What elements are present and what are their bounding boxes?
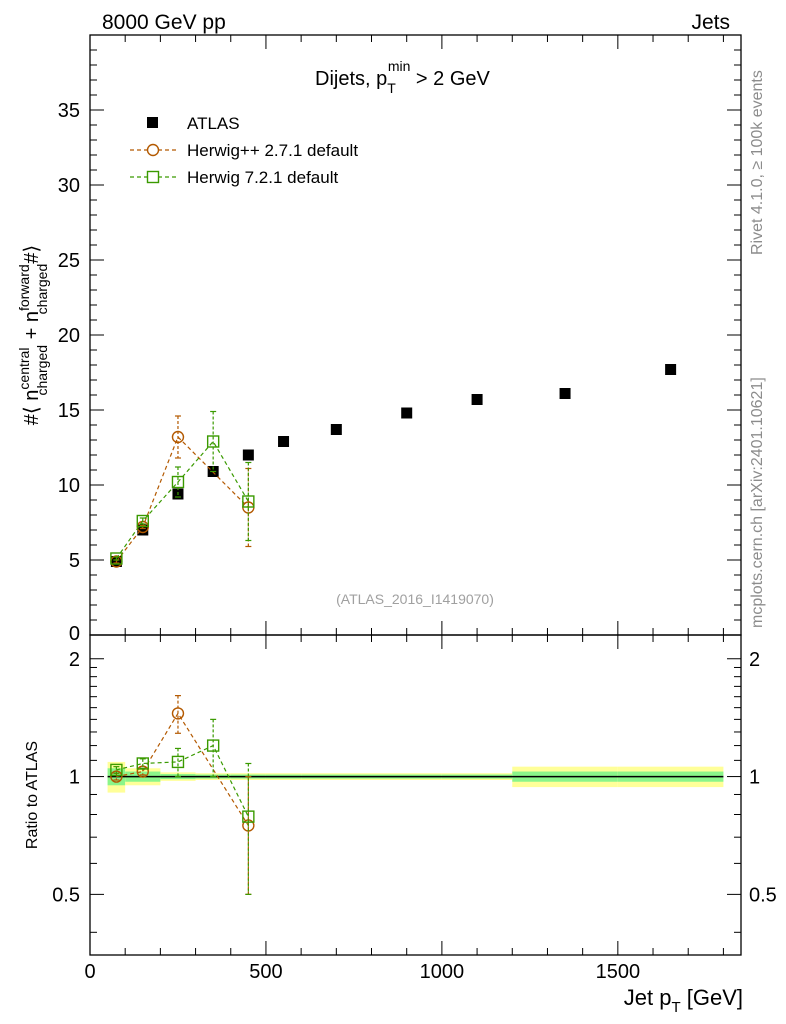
mc-point-ratio — [206, 739, 220, 752]
main-axis-ticks: 5 10 15 20 25 30 35 0 — [58, 34, 741, 645]
atlas-point — [665, 364, 677, 375]
ratio-series — [110, 695, 255, 895]
xlabel-sub: T — [671, 999, 680, 1016]
ratio-frame — [89, 634, 742, 956]
mc-point-main — [206, 435, 220, 448]
atlas-point — [401, 407, 413, 419]
y-tick-label: 30 — [58, 175, 80, 197]
mc-point-main — [171, 430, 185, 444]
ratio-y-tick-label-right: 2 — [749, 649, 760, 671]
atlas-point — [330, 424, 342, 435]
y-tick-label: 10 — [58, 475, 80, 497]
analysis-watermark: (ATLAS_2016_I1419070) — [336, 591, 494, 607]
atlas-point — [559, 388, 571, 399]
mc-line-main — [115, 435, 249, 562]
legend: ATLAS Herwig++ 2.7.1 default Herwig 7.2.… — [130, 114, 358, 187]
x-tick-label: 1000 — [420, 961, 465, 983]
legend-label-atlas: ATLAS — [187, 114, 240, 133]
mc-point-ratio — [171, 707, 185, 720]
ratio-y-tick-label: 1 — [69, 767, 80, 789]
ratio-y-tick-label: 0.5 — [52, 884, 80, 906]
mc-point-ratio — [242, 810, 255, 823]
mc-point-ratio — [136, 757, 149, 770]
x-tick-label: 0 — [84, 961, 95, 983]
ratio-axis-ticks: 0 500 1000 1500 0.5 0.5 1 1 2 2 — [52, 635, 777, 983]
y-tick-label-zero: 0 — [69, 623, 80, 645]
mc-point-ratio — [171, 755, 185, 769]
title-sup: min — [388, 58, 411, 74]
main-series — [110, 364, 677, 568]
y-tick-label: 15 — [58, 400, 80, 422]
mcplots-label: mcplots.cern.ch [arXiv:2401.10621] — [749, 377, 766, 628]
mc-point-main — [171, 475, 185, 489]
y-tick-label: 5 — [69, 550, 80, 572]
atlas-point — [471, 394, 483, 405]
legend-label-herwigpp: Herwig++ 2.7.1 default — [187, 141, 358, 160]
ratio-y-tick-label-right: 0.5 — [749, 884, 777, 906]
title-sub: T — [387, 80, 396, 96]
ratio-y-tick-label: 2 — [69, 649, 80, 671]
y-tick-label: 35 — [58, 100, 80, 122]
mc-line-main — [115, 440, 249, 559]
legend-marker-herwigpp — [146, 143, 160, 157]
main-ylabel: #⟨ ncentral charged + nforward charged#⟩ — [16, 245, 50, 425]
mc-point-main — [136, 514, 149, 528]
mc-point-main — [242, 495, 255, 508]
atlas-point — [242, 449, 254, 461]
xlabel-rest: [GeV] — [681, 985, 743, 1010]
atlas-point — [278, 436, 290, 447]
atlas-point — [137, 524, 149, 536]
ratio-bands — [107, 761, 724, 793]
mc-point-ratio — [110, 763, 123, 777]
mc-line-ratio — [116, 744, 249, 817]
legend-marker-atlas — [147, 117, 158, 128]
x-tick-label: 500 — [249, 961, 282, 983]
y-tick-label: 20 — [58, 325, 80, 347]
x-tick-label: 1500 — [596, 961, 641, 983]
title-main: Dijets, p — [315, 68, 387, 90]
ratio-ylabel: Ratio to ATLAS — [24, 741, 41, 849]
xlabel-main: Jet p — [624, 985, 672, 1010]
legend-marker-herwig7 — [146, 170, 160, 184]
ratio-y-tick-label-right: 1 — [749, 767, 760, 789]
header-left: 8000 GeV pp — [102, 11, 226, 34]
mc-point-main — [110, 552, 123, 565]
title-rest: > 2 GeV — [410, 68, 490, 90]
legend-label-herwig7: Herwig 7.2.1 default — [187, 168, 338, 187]
xlabel: Jet pT [GeV] — [624, 985, 743, 1016]
y-tick-label: 25 — [58, 250, 80, 272]
header-right: Jets — [691, 11, 730, 34]
plot-title: Dijets, pTmin > 2 GeV — [315, 58, 491, 96]
rivet-label: Rivet 4.1.0, ≥ 100k events — [749, 70, 766, 255]
mc-point-ratio — [110, 770, 123, 783]
